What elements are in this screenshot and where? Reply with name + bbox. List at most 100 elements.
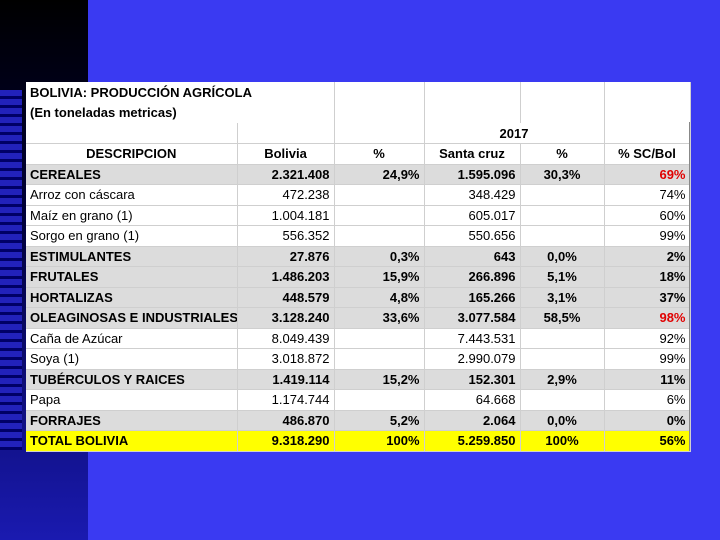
row-description: FORRAJES [26, 410, 238, 431]
table-row: HORTALIZAS 448.579 4,8% 165.266 3,1% 37% [26, 287, 691, 308]
row-description: Papa [26, 389, 238, 411]
table-row: Caña de Azúcar 8.049.439 7.443.531 92% [26, 328, 691, 349]
row-bolivia-pct: 4,8% [334, 287, 425, 308]
row-bolivia-pct [334, 348, 425, 370]
row-bolivia-value: 27.876 [237, 246, 335, 267]
row-bolivia-value: 3.018.872 [237, 348, 335, 370]
row-santa-cruz-value: 2.064 [424, 410, 521, 431]
row-santa-cruz-pct: 0,0% [520, 246, 605, 267]
header-descripcion: DESCRIPCION [26, 143, 238, 165]
table-row: ESTIMULANTES 27.876 0,3% 643 0,0% 2% [26, 246, 691, 267]
table-right-border [689, 122, 690, 451]
production-table-container: BOLIVIA: PRODUCCIÓN AGRÍCOLA (En tonelad… [26, 82, 691, 452]
row-bolivia-pct [334, 184, 425, 206]
row-santa-cruz-pct [520, 348, 605, 370]
row-santa-cruz-value: 266.896 [424, 266, 521, 288]
row-sc-bol-pct: 6% [604, 389, 691, 411]
row-sc-bol-pct: 99% [604, 348, 691, 370]
year-label: 2017 [424, 123, 605, 144]
row-santa-cruz-pct: 58,5% [520, 307, 605, 329]
row-bolivia-pct [334, 225, 425, 247]
row-sc-bol-pct: 98% [604, 307, 691, 329]
row-santa-cruz-value: 7.443.531 [424, 328, 521, 349]
row-sc-bol-pct: 2% [604, 246, 691, 267]
table-row: CEREALES 2.321.408 24,9% 1.595.096 30,3% 69% [26, 164, 691, 185]
row-sc-bol-pct: 74% [604, 184, 691, 206]
row-description: ESTIMULANTES [26, 246, 238, 267]
row-description: Soya (1) [26, 348, 238, 370]
row-santa-cruz-value: 605.017 [424, 205, 521, 226]
row-bolivia-value: 9.318.290 [237, 430, 335, 452]
row-santa-cruz-pct: 30,3% [520, 164, 605, 185]
row-sc-bol-pct: 37% [604, 287, 691, 308]
table-row: FRUTALES 1.486.203 15,9% 266.896 5,1% 18% [26, 266, 691, 288]
table-row: Papa 1.174.744 64.668 6% [26, 389, 691, 411]
row-bolivia-value: 486.870 [237, 410, 335, 431]
table-row: Soya (1) 3.018.872 2.990.079 99% [26, 348, 691, 370]
year-row: 2017 [26, 123, 691, 144]
row-bolivia-value: 472.238 [237, 184, 335, 206]
row-santa-cruz-value: 64.668 [424, 389, 521, 411]
table-subtitle: (En toneladas metricas) [26, 102, 335, 123]
row-santa-cruz-pct [520, 184, 605, 206]
row-santa-cruz-pct: 100% [520, 430, 605, 452]
table-row: TOTAL BOLIVIA 9.318.290 100% 5.259.850 100% 5… [26, 430, 691, 452]
table-row: Sorgo en grano (1) 556.352 550.656 99% [26, 225, 691, 247]
row-santa-cruz-pct: 2,9% [520, 369, 605, 390]
header-santa-cruz: Santa cruz [424, 143, 521, 165]
row-bolivia-value: 3.128.240 [237, 307, 335, 329]
row-description: TUBÉRCULOS Y RAICES [26, 369, 238, 390]
row-bolivia-value: 1.486.203 [237, 266, 335, 288]
row-description: Caña de Azúcar [26, 328, 238, 349]
row-santa-cruz-value: 2.990.079 [424, 348, 521, 370]
row-sc-bol-pct: 11% [604, 369, 691, 390]
row-bolivia-pct [334, 389, 425, 411]
row-description: Arroz con cáscara [26, 184, 238, 206]
row-bolivia-pct: 15,2% [334, 369, 425, 390]
row-description: CEREALES [26, 164, 238, 185]
row-sc-bol-pct: 60% [604, 205, 691, 226]
row-santa-cruz-value: 348.429 [424, 184, 521, 206]
row-bolivia-pct: 15,9% [334, 266, 425, 288]
row-bolivia-pct: 100% [334, 430, 425, 452]
row-santa-cruz-pct: 5,1% [520, 266, 605, 288]
row-santa-cruz-value: 3.077.584 [424, 307, 521, 329]
header-pct-santa-cruz: % [520, 143, 605, 165]
row-bolivia-value: 8.049.439 [237, 328, 335, 349]
row-sc-bol-pct: 0% [604, 410, 691, 431]
row-santa-cruz-pct [520, 225, 605, 247]
row-description: TOTAL BOLIVIA [26, 430, 238, 452]
row-santa-cruz-pct [520, 328, 605, 349]
row-sc-bol-pct: 56% [604, 430, 691, 452]
row-bolivia-pct [334, 205, 425, 226]
row-sc-bol-pct: 69% [604, 164, 691, 185]
table-row: FORRAJES 486.870 5,2% 2.064 0,0% 0% [26, 410, 691, 431]
row-bolivia-pct: 33,6% [334, 307, 425, 329]
row-bolivia-pct: 5,2% [334, 410, 425, 431]
row-bolivia-pct: 0,3% [334, 246, 425, 267]
row-santa-cruz-pct [520, 389, 605, 411]
table-row: Arroz con cáscara 472.238 348.429 74% [26, 184, 691, 206]
row-bolivia-value: 448.579 [237, 287, 335, 308]
row-santa-cruz-pct: 0,0% [520, 410, 605, 431]
row-bolivia-value: 2.321.408 [237, 164, 335, 185]
row-description: Maíz en grano (1) [26, 205, 238, 226]
row-bolivia-value: 1.174.744 [237, 389, 335, 411]
row-sc-bol-pct: 99% [604, 225, 691, 247]
decorative-square-strip [0, 90, 22, 450]
subtitle-row: (En toneladas metricas) [26, 102, 691, 123]
header-sc-bol: % SC/Bol [604, 143, 691, 165]
row-description: FRUTALES [26, 266, 238, 288]
row-santa-cruz-pct [520, 205, 605, 226]
row-santa-cruz-value: 550.656 [424, 225, 521, 247]
table-row: OLEAGINOSAS E INDUSTRIALES 3.128.240 33,6%… [26, 307, 691, 329]
row-santa-cruz-value: 165.266 [424, 287, 521, 308]
row-bolivia-value: 1.419.114 [237, 369, 335, 390]
production-table: BOLIVIA: PRODUCCIÓN AGRÍCOLA (En tonelad… [26, 82, 691, 452]
row-bolivia-value: 556.352 [237, 225, 335, 247]
table-row: TUBÉRCULOS Y RAICES 1.419.114 15,2% 152.301… [26, 369, 691, 390]
row-bolivia-pct [334, 328, 425, 349]
row-santa-cruz-value: 643 [424, 246, 521, 267]
table-title: BOLIVIA: PRODUCCIÓN AGRÍCOLA [26, 82, 335, 103]
row-bolivia-value: 1.004.181 [237, 205, 335, 226]
